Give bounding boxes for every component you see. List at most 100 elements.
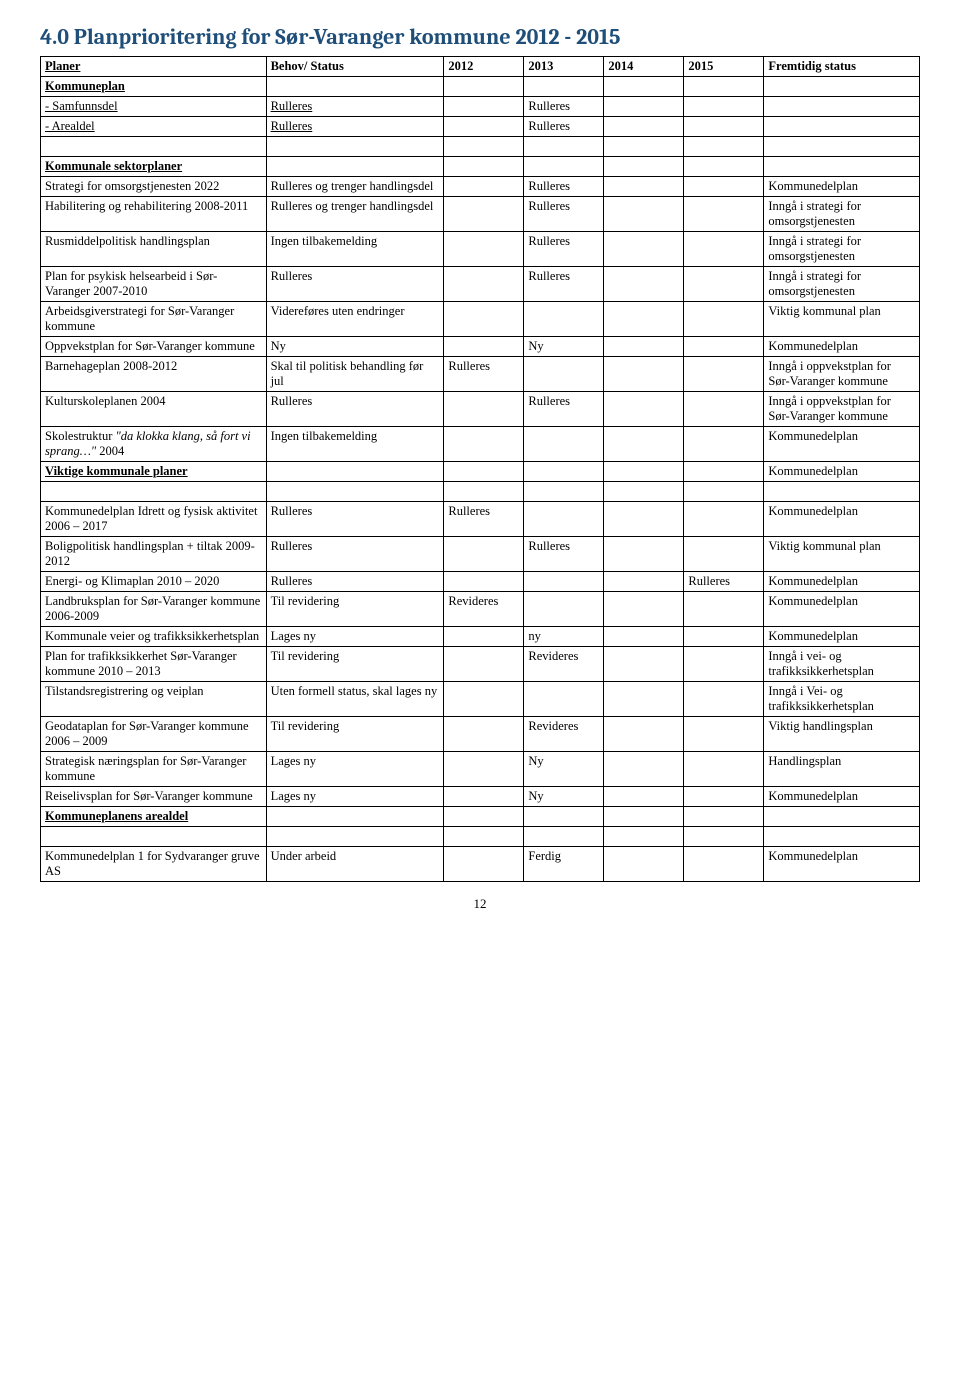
table-row: Rusmiddelpolitisk handlingsplanIngen til…: [41, 232, 920, 267]
table-cell: [604, 177, 684, 197]
table-cell: [604, 787, 684, 807]
table-cell: [684, 807, 764, 827]
table-cell: [604, 847, 684, 882]
table-row: Energi- og Klimaplan 2010 – 2020 Rulleres…: [41, 572, 920, 592]
table-cell-empty: [604, 827, 684, 847]
table-cell: Kommunedelplan: [764, 572, 920, 592]
col-header-3: 2013: [524, 57, 604, 77]
table-cell: [684, 427, 764, 462]
table-cell: Kommunedelplan: [764, 592, 920, 627]
table-cell: Inngå i Vei- og trafikksikkerhetsplan: [764, 682, 920, 717]
table-cell: [604, 462, 684, 482]
table-cell: Ferdig: [524, 847, 604, 882]
table-cell: Rulleres: [524, 267, 604, 302]
table-cell-empty: [41, 827, 267, 847]
table-cell: Rulleres: [266, 392, 444, 427]
table-cell: [266, 157, 444, 177]
table-cell: [684, 177, 764, 197]
table-cell: Rulleres: [266, 502, 444, 537]
table-cell: [604, 717, 684, 752]
table-cell: Ingen tilbakemelding: [266, 232, 444, 267]
table-cell: [524, 592, 604, 627]
table-cell: [684, 267, 764, 302]
table-row: Kommunale sektorplaner: [41, 157, 920, 177]
table-cell: Ny: [266, 337, 444, 357]
table-cell: Viktig kommunal plan: [764, 302, 920, 337]
table-cell: [524, 502, 604, 537]
table-cell: [764, 807, 920, 827]
table-row: Strategi for omsorgstjenesten 2022Ruller…: [41, 177, 920, 197]
table-cell: [604, 682, 684, 717]
table-cell: [604, 647, 684, 682]
table-row: Plan for trafikksikkerhet Sør-Varanger k…: [41, 647, 920, 682]
table-cell: [684, 357, 764, 392]
table-cell: - Arealdel: [41, 117, 267, 137]
table-cell: Kommuneplanens arealdel: [41, 807, 267, 827]
table-cell: Inngå i vei- og trafikksikkerhetsplan: [764, 647, 920, 682]
table-cell: Kommunedelplan: [764, 847, 920, 882]
table-cell: [444, 847, 524, 882]
table-cell: Rulleres: [524, 232, 604, 267]
table-cell: [266, 807, 444, 827]
table-cell: [684, 302, 764, 337]
table-cell: [444, 462, 524, 482]
table-cell: - Samfunnsdel: [41, 97, 267, 117]
table-row: Viktige kommunale planerKommunedelplan: [41, 462, 920, 482]
table-row: Landbruksplan for Sør-Varanger kommune 2…: [41, 592, 920, 627]
table-cell: Ny: [524, 752, 604, 787]
table-cell: [444, 177, 524, 197]
table-row: - ArealdelRulleresRulleres: [41, 117, 920, 137]
table-cell: [764, 77, 920, 97]
table-cell: [266, 462, 444, 482]
table-cell: [444, 752, 524, 787]
table-body: Kommuneplan- SamfunnsdelRulleresRulleres…: [41, 77, 920, 882]
table-cell: [444, 627, 524, 647]
table-cell: Rulleres: [266, 97, 444, 117]
table-cell: [444, 157, 524, 177]
table-row: Kommunale veier og trafikksikkerhetsplan…: [41, 627, 920, 647]
table-cell: Rulleres: [266, 537, 444, 572]
table-cell-empty: [266, 137, 444, 157]
table-cell: [604, 232, 684, 267]
table-cell: [764, 157, 920, 177]
table-cell: ny: [524, 627, 604, 647]
table-cell: [684, 77, 764, 97]
table-cell: [684, 592, 764, 627]
table-cell: Rulleres: [524, 177, 604, 197]
table-cell-empty: [524, 827, 604, 847]
table-cell: Rulleres: [524, 392, 604, 427]
table-cell: [684, 847, 764, 882]
table-cell: [524, 302, 604, 337]
table-row: Plan for psykisk helsearbeid i Sør-Varan…: [41, 267, 920, 302]
table-cell: Rulleres: [524, 197, 604, 232]
table-cell: Kommunedelplan: [764, 427, 920, 462]
table-cell: Rulleres: [524, 537, 604, 572]
table-cell-empty: [41, 137, 267, 157]
table-cell: Skolestruktur "da klokka klang, så fort …: [41, 427, 267, 462]
table-cell: Til revidering: [266, 592, 444, 627]
table-cell: [444, 117, 524, 137]
table-cell-empty: [764, 827, 920, 847]
table-cell: [604, 117, 684, 137]
table-cell: [604, 502, 684, 537]
table-cell: Til revidering: [266, 717, 444, 752]
table-cell: Reiselivsplan for Sør-Varanger kommune: [41, 787, 267, 807]
table-cell: Rulleres: [684, 572, 764, 592]
table-cell: Kommunedelplan: [764, 462, 920, 482]
col-header-1: Behov/ Status: [266, 57, 444, 77]
table-row: Boligpolitisk handlingsplan + tiltak 200…: [41, 537, 920, 572]
table-cell: [604, 302, 684, 337]
table-cell: [684, 752, 764, 787]
table-cell: Tilstandsregistrering og veiplan: [41, 682, 267, 717]
table-cell: Kommunedelplan: [764, 337, 920, 357]
table-cell: Energi- og Klimaplan 2010 – 2020: [41, 572, 267, 592]
table-cell: Rulleres: [266, 117, 444, 137]
table-cell-empty: [604, 137, 684, 157]
table-row: [41, 482, 920, 502]
table-cell: [604, 267, 684, 302]
table-row: Tilstandsregistrering og veiplanUten for…: [41, 682, 920, 717]
table-cell: [444, 302, 524, 337]
table-cell: Ny: [524, 337, 604, 357]
table-row: Habilitering og rehabilitering 2008-2011…: [41, 197, 920, 232]
table-cell: [266, 77, 444, 97]
